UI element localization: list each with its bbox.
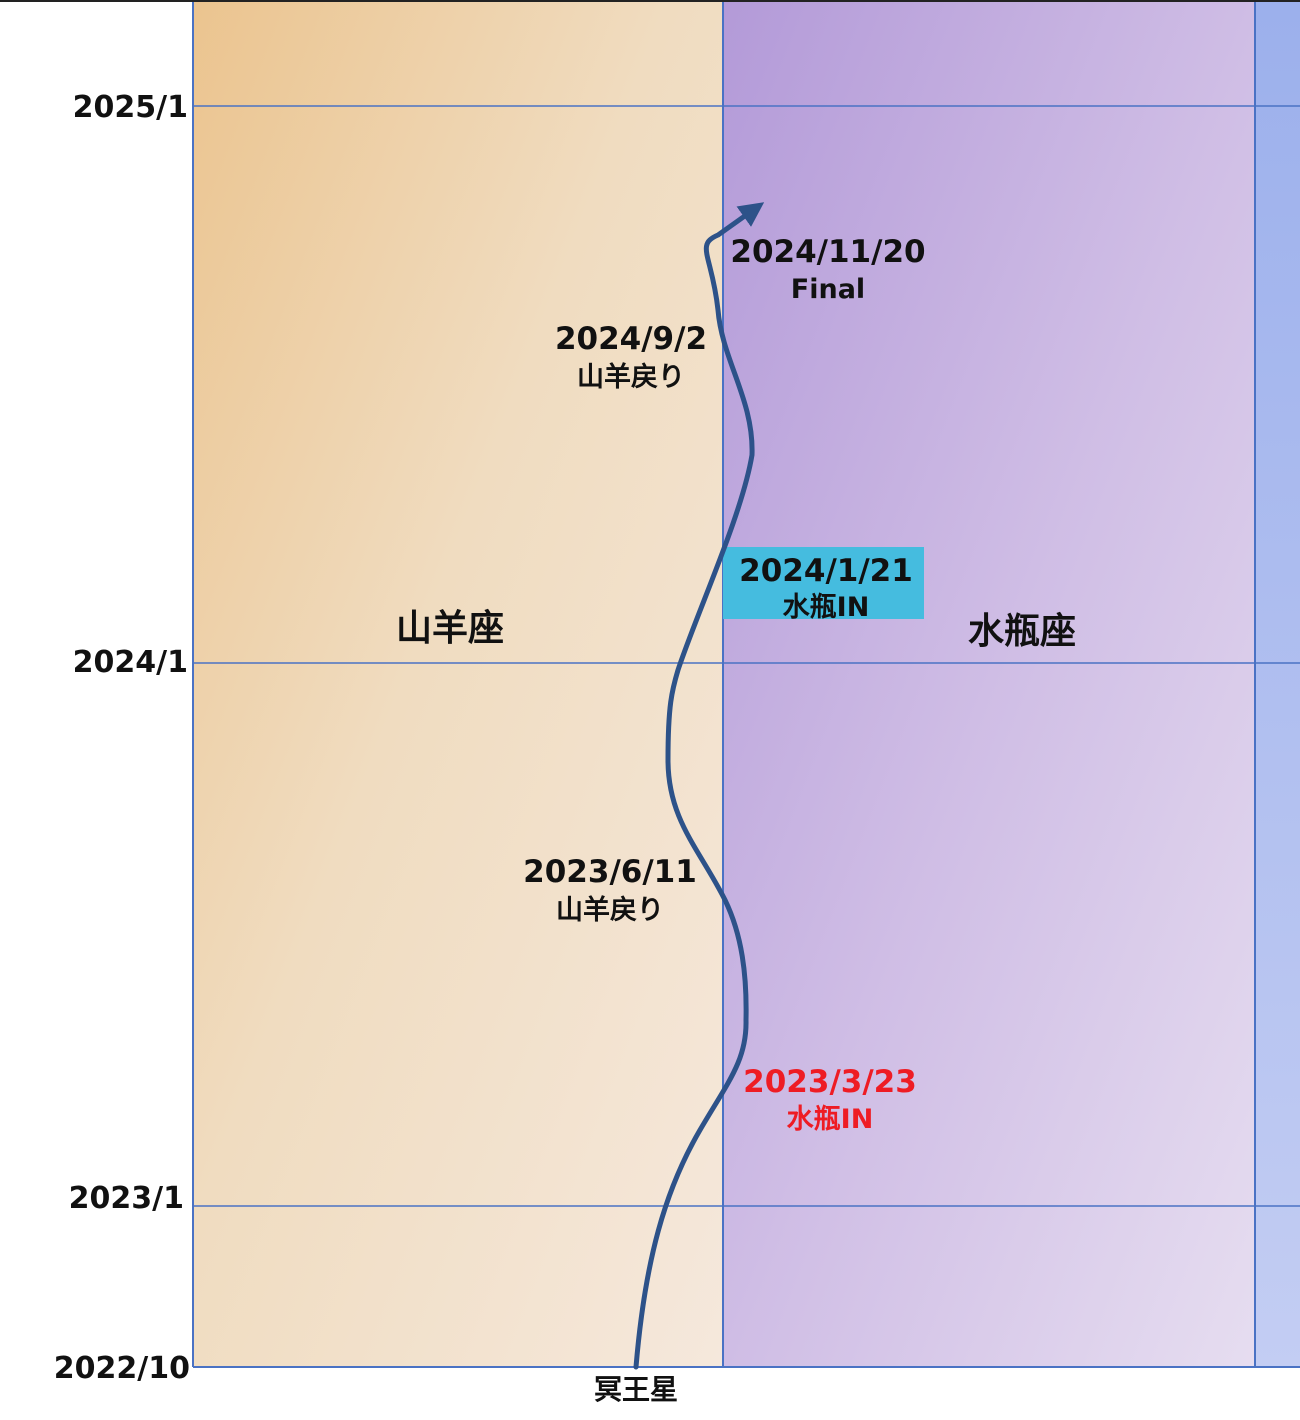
event-note: 水瓶IN [783, 592, 870, 623]
event-date: 2024/9/2 [555, 321, 707, 357]
y-tick-label: 2022/10 [54, 1351, 190, 1386]
y-tick-label: 2024/1 [73, 645, 188, 680]
zone-aquarius [723, 2, 1255, 1367]
zone-label-capricorn: 山羊座 [396, 608, 504, 649]
event-note: 山羊戻り [556, 894, 664, 926]
y-tick-label: 2025/1 [73, 90, 188, 125]
y-tick-label: 2023/1 [69, 1181, 184, 1216]
event-date: 2024/1/21 [739, 553, 913, 589]
event-date: 2023/6/11 [523, 854, 697, 890]
zone-label-aquarius: 水瓶座 [968, 611, 1076, 652]
event-date: 2023/3/23 [743, 1064, 917, 1100]
planet-label: 冥王星 [594, 1373, 678, 1406]
event-note: 山羊戻り [577, 361, 685, 393]
event-note: Final [791, 274, 865, 305]
event-highlight-box [723, 547, 924, 619]
zone-capricorn [193, 2, 723, 1367]
pluto-path [633, 202, 765, 1370]
event-note: 水瓶IN [787, 1104, 874, 1135]
event-date: 2024/11/20 [730, 234, 925, 270]
zone-pisces [1255, 2, 1300, 1367]
